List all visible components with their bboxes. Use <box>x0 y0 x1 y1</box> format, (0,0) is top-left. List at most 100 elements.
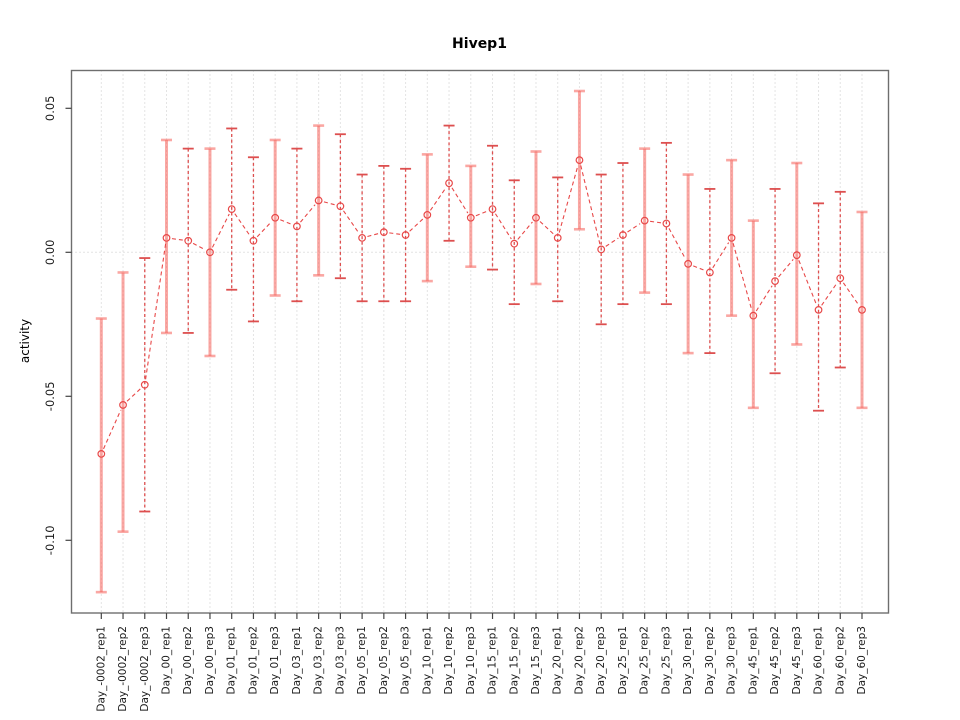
x-tick-label: Day_-0002_rep3 <box>139 626 151 712</box>
x-tick-label: Day_25_rep3 <box>660 626 672 695</box>
series-segment <box>323 201 336 206</box>
series-segment <box>605 237 619 247</box>
data-point <box>792 251 801 260</box>
series-segment <box>367 233 379 238</box>
x-tick-label: Day_-0002_rep2 <box>117 626 129 712</box>
series-segment <box>234 213 251 237</box>
x-tick-label: Day_25_rep1 <box>617 626 629 695</box>
x-tick-label: Day_30_rep2 <box>704 626 716 695</box>
data-point <box>684 259 693 268</box>
data-point <box>619 231 627 239</box>
series-segment <box>821 282 838 306</box>
series-segment <box>627 223 641 233</box>
series-segment <box>539 221 555 235</box>
x-tick-label: Day_-0002_rep1 <box>95 626 107 712</box>
x-tick-label: Day_15_rep2 <box>508 626 520 695</box>
data-point <box>249 236 258 245</box>
series-segment <box>580 165 601 245</box>
x-tick-label: Day_01_rep1 <box>226 626 238 695</box>
series-segment <box>494 213 512 240</box>
series-segment <box>145 243 167 380</box>
x-tick-label: Day_20_rep3 <box>595 626 607 695</box>
y-tick-label: -0.10 <box>43 525 57 555</box>
data-point <box>858 306 866 314</box>
x-tick-label: Day_01_rep3 <box>269 626 281 695</box>
data-point <box>662 219 671 228</box>
series-segment <box>409 218 424 232</box>
series-segment <box>451 187 469 214</box>
data-point <box>140 380 149 389</box>
series-segment <box>103 409 122 450</box>
data-point <box>836 274 845 283</box>
x-tick-label: Day_05_rep1 <box>356 626 368 695</box>
x-tick-label: Day_05_rep2 <box>378 626 390 695</box>
data-point <box>640 216 649 225</box>
x-tick-label: Day_00_rep3 <box>204 626 216 695</box>
data-point <box>401 231 410 239</box>
series-segment <box>517 221 533 240</box>
data-point <box>206 248 214 257</box>
x-tick-label: Day_45_rep3 <box>791 626 803 695</box>
x-tick-label: Day_00_rep1 <box>161 626 173 695</box>
series-segment <box>126 388 142 402</box>
x-tick-label: Day_03_rep1 <box>291 626 303 695</box>
data-point <box>336 202 345 211</box>
series-segment <box>171 238 183 241</box>
x-tick-label: Day_45_rep2 <box>769 626 781 695</box>
x-tick-label: Day_60_rep1 <box>813 626 825 695</box>
series-segment <box>732 243 753 311</box>
y-tick-label: 0.00 <box>43 239 57 265</box>
x-tick-label: Day_60_rep3 <box>856 626 868 695</box>
y-tick-label: 0.05 <box>43 95 57 121</box>
data-point <box>705 268 714 277</box>
series-segment <box>389 232 401 235</box>
series-segment <box>842 282 860 306</box>
x-tick-label: Day_03_rep2 <box>313 626 325 695</box>
series-segment <box>693 265 705 271</box>
data-point <box>314 196 323 205</box>
data-point <box>814 306 823 314</box>
x-tick-label: Day_45_rep1 <box>747 626 759 695</box>
data-point <box>293 222 301 231</box>
series-segment <box>475 210 488 217</box>
data-point <box>466 213 475 222</box>
series-segment <box>755 285 773 312</box>
x-tick-label: Day_05_rep3 <box>400 626 412 695</box>
data-point <box>162 233 171 242</box>
x-tick-label: Day_01_rep2 <box>247 626 259 695</box>
data-point <box>445 179 453 188</box>
data-point <box>510 239 519 248</box>
data-point <box>488 205 497 214</box>
data-point <box>532 213 540 222</box>
x-tick-label: Day_30_rep3 <box>726 626 738 695</box>
data-point <box>749 311 758 320</box>
series-segment <box>192 242 206 251</box>
series-segment <box>343 210 360 234</box>
plot-border <box>70 69 890 614</box>
series-segment <box>650 220 662 224</box>
series-segment <box>558 165 579 233</box>
series-segment <box>300 204 316 223</box>
x-tick-label: Day_00_rep2 <box>182 626 194 695</box>
series-segment <box>429 187 447 211</box>
data-point <box>271 213 280 222</box>
x-tick-label: Day_10_rep2 <box>443 626 455 695</box>
x-tick-label: Day_20_rep2 <box>573 626 585 695</box>
data-point <box>358 233 367 242</box>
data-point <box>771 277 779 286</box>
x-tick-label: Day_03_rep3 <box>334 626 346 695</box>
x-tick-label: Day_15_rep1 <box>487 626 499 695</box>
data-point <box>553 233 562 242</box>
data-point <box>575 156 584 165</box>
series-segment <box>668 228 687 260</box>
y-tick-label: -0.05 <box>43 381 57 411</box>
x-tick-label: Day_20_rep1 <box>552 626 564 695</box>
data-point <box>727 233 736 242</box>
x-tick-label: Day_60_rep2 <box>834 626 846 695</box>
series-segment <box>211 213 230 248</box>
data-point <box>119 401 127 409</box>
data-point <box>227 205 236 214</box>
series-segment <box>280 219 293 225</box>
x-tick-label: Day_25_rep2 <box>639 626 651 695</box>
